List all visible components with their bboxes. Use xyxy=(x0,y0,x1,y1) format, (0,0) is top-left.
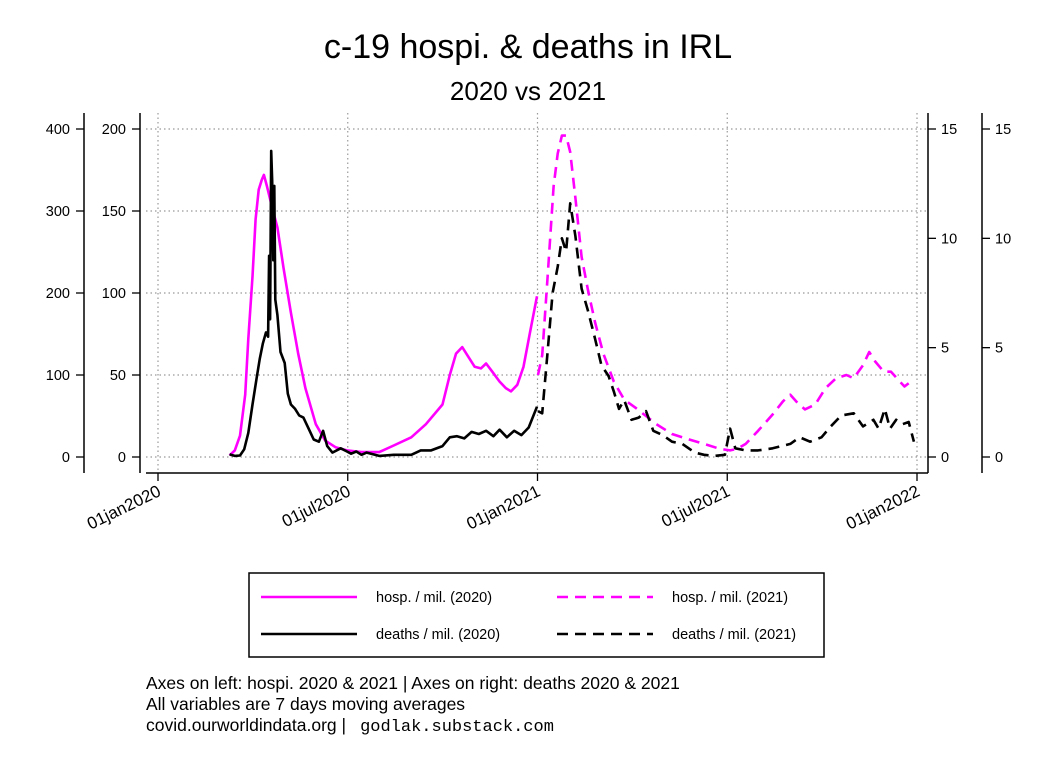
legend: hosp. / mil. (2020) hosp. / mil. (2021) de… xyxy=(248,572,825,658)
substack-link[interactable]: godlak.substack.com xyxy=(360,718,554,737)
footnote-moving-average: All variables are 7 days moving averages xyxy=(146,694,466,714)
series-hosp-mil-2021 xyxy=(536,134,912,452)
legend-box xyxy=(248,572,825,658)
left-outer-axis-tick-label: 0 xyxy=(62,450,70,466)
left-outer-axis-tick-label: 400 xyxy=(46,122,70,138)
legend-label: hosp. / mil. (2020) xyxy=(376,590,492,606)
right-outer-axis-tick-label: 15 xyxy=(995,122,1011,138)
right-outer-axis-tick-label: 10 xyxy=(995,231,1011,247)
axes: 01jan2020 01jul2020 01jan2021 01jul2021 01ja… xyxy=(46,113,1011,533)
x-tick-label: 01jan2021 xyxy=(464,482,544,534)
right-inner-axis-tick-label: 10 xyxy=(941,231,957,247)
left-inner-axis-tick-label: 0 xyxy=(118,450,126,466)
x-tick-label: 01jan2022 xyxy=(843,482,923,534)
right-inner-axis-tick-label: 5 xyxy=(941,341,949,357)
left-inner-axis-tick-label: 100 xyxy=(102,286,126,302)
chart-subtitle: 2020 vs 2021 xyxy=(449,76,607,106)
left-outer-axis-tick-label: 200 xyxy=(46,286,70,302)
x-tick-label: 01jan2020 xyxy=(84,482,164,534)
right-outer-axis-tick-label: 5 xyxy=(995,341,1003,357)
series-deaths-mil-2021 xyxy=(537,202,916,458)
left-inner-axis-tick-label: 50 xyxy=(110,368,126,384)
right-inner-axis-tick-label: 0 xyxy=(941,450,949,466)
legend-label: hosp. / mil. (2021) xyxy=(672,590,788,606)
series-lines xyxy=(228,134,916,458)
chart-title: c-19 hospi. & deaths in IRL xyxy=(323,28,733,66)
gridlines xyxy=(146,113,928,473)
left-outer-axis-tick-label: 100 xyxy=(46,368,70,384)
footnote-axes: Axes on left: hospi. 2020 & 2021 | Axes … xyxy=(146,673,680,693)
left-inner-axis-tick-label: 200 xyxy=(102,122,126,138)
right-outer-axis-tick-label: 0 xyxy=(995,450,1003,466)
x-tick-label: 01jul2020 xyxy=(279,482,354,531)
legend-label: deaths / mil. (2021) xyxy=(672,627,796,643)
left-outer-axis-tick-label: 300 xyxy=(46,204,70,220)
footnote-source: covid.ourworldindata.org | godlak.substac… xyxy=(146,715,554,738)
x-tick-label: 01jul2021 xyxy=(658,482,733,531)
legend-label: deaths / mil. (2020) xyxy=(376,627,500,643)
source-text: covid.ourworldindata.org | xyxy=(146,715,347,735)
left-inner-axis-tick-label: 150 xyxy=(102,204,126,220)
right-inner-axis-tick-label: 15 xyxy=(941,122,957,138)
series-deaths-mil-2020 xyxy=(229,149,539,458)
